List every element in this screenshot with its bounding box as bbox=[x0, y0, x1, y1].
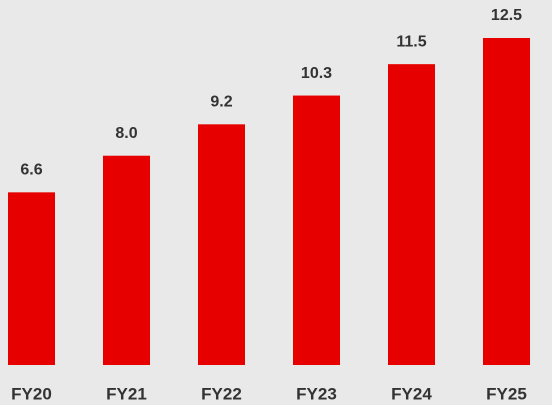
value-label: 12.5 bbox=[491, 7, 522, 24]
x-tick-label: FY22 bbox=[201, 384, 242, 403]
x-tick-label: FY20 bbox=[11, 384, 52, 403]
x-tick-label: FY21 bbox=[106, 384, 147, 403]
bar bbox=[483, 38, 530, 365]
value-label: 11.5 bbox=[396, 33, 426, 50]
x-tick-label: FY25 bbox=[486, 384, 527, 403]
bar bbox=[8, 192, 55, 365]
x-tick-label: FY24 bbox=[391, 384, 432, 403]
bar bbox=[198, 124, 245, 365]
value-label: 8.0 bbox=[115, 125, 137, 142]
bar bbox=[388, 64, 435, 365]
value-label: 10.3 bbox=[301, 65, 332, 82]
value-label: 6.6 bbox=[20, 162, 42, 179]
bar bbox=[293, 95, 340, 365]
bar bbox=[103, 155, 150, 365]
value-label: 9.2 bbox=[210, 94, 232, 111]
x-tick-label: FY23 bbox=[296, 384, 337, 403]
